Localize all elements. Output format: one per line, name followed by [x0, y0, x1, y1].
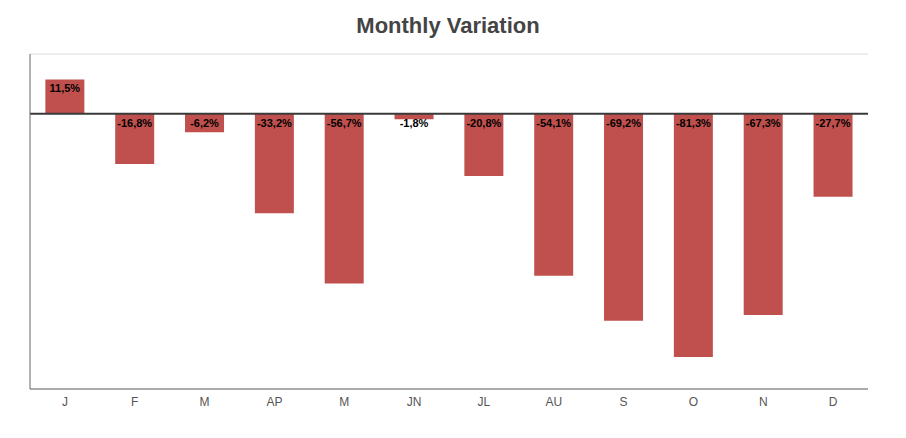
svg-text:S: S — [620, 395, 628, 409]
svg-text:-81,3%: -81,3% — [676, 117, 711, 129]
svg-text:JN: JN — [407, 395, 422, 409]
svg-text:-20,8%: -20,8% — [466, 117, 501, 129]
svg-text:-16,8%: -16,8% — [117, 117, 152, 129]
svg-text:JL: JL — [478, 395, 491, 409]
svg-text:N: N — [759, 395, 768, 409]
svg-text:M: M — [200, 395, 210, 409]
svg-text:J: J — [62, 395, 68, 409]
svg-text:AP: AP — [266, 395, 282, 409]
svg-text:-27,7%: -27,7% — [816, 117, 851, 129]
svg-text:-33,2%: -33,2% — [257, 117, 292, 129]
svg-text:AU: AU — [545, 395, 562, 409]
svg-text:-56,7%: -56,7% — [327, 117, 362, 129]
svg-text:-6,2%: -6,2% — [190, 117, 219, 129]
svg-text:M: M — [339, 395, 349, 409]
svg-text:-1,8%: -1,8% — [400, 117, 429, 129]
svg-text:11,5%: 11,5% — [50, 82, 81, 94]
html-text:Monthly Variation: Monthly Variation — [356, 13, 540, 38]
svg-text:F: F — [131, 395, 138, 409]
svg-text:-69,2%: -69,2% — [606, 117, 641, 129]
svg-text:D: D — [829, 395, 838, 409]
svg-text:-67,3%: -67,3% — [746, 117, 781, 129]
svg-text:O: O — [689, 395, 698, 409]
svg-text:-54,1%: -54,1% — [536, 117, 571, 129]
